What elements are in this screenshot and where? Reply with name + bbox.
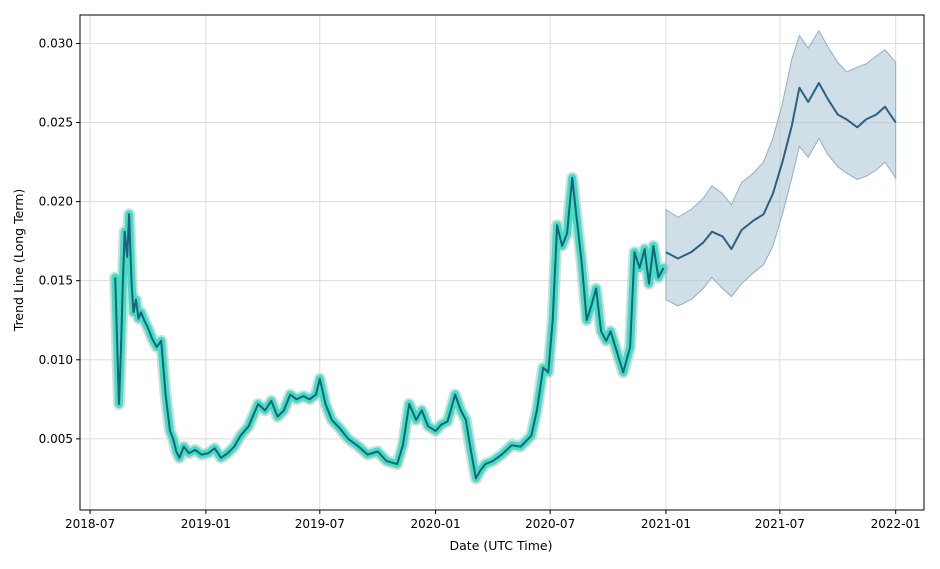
x-tick-label: 2019-01: [181, 517, 231, 531]
y-tick-label: 0.005: [39, 432, 73, 446]
y-axis-label: Trend Line (Long Term): [11, 189, 26, 332]
forecast-trend-line: [665, 82, 897, 260]
x-tick-label: 2022-01: [871, 517, 921, 531]
y-axis-ticks: 0.005 0.010 0.015 0.020 0.025 0.030: [39, 36, 80, 446]
y-tick-label: 0.010: [39, 353, 73, 367]
y-tick-label: 0.015: [39, 274, 73, 288]
x-tick-label: 2021-07: [755, 517, 805, 531]
x-tick-label: 2020-07: [525, 517, 575, 531]
x-tick-label: 2019-07: [295, 517, 345, 531]
history-trend-line: [114, 176, 665, 480]
x-axis-ticks: 2018-07 2019-01 2019-07 2020-01 2020-07 2021-…: [65, 510, 921, 531]
plot-frame: [79, 14, 925, 511]
x-axis-label: Date (UTC Time): [450, 538, 553, 553]
y-tick-label: 0.020: [39, 195, 73, 209]
y-tick-label: 0.030: [39, 36, 73, 50]
history-range-band: [111, 173, 668, 483]
series-lines: [114, 82, 897, 480]
x-tick-label: 2020-01: [411, 517, 461, 531]
history-band: [109, 171, 670, 485]
x-tick-label: 2018-07: [65, 517, 115, 531]
x-tick-label: 2021-01: [641, 517, 691, 531]
y-tick-label: 0.025: [39, 116, 73, 130]
